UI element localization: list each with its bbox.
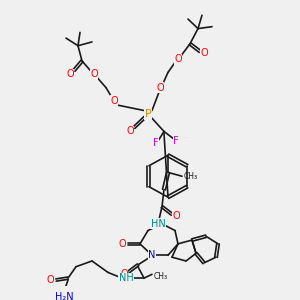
Text: O: O [120,269,128,279]
Text: O: O [46,275,54,285]
Text: O: O [90,69,98,79]
Text: CH₃: CH₃ [154,272,168,281]
Text: CH₃: CH₃ [184,172,198,181]
Text: O: O [174,54,182,64]
Text: O: O [156,82,164,93]
Text: HN: HN [151,219,165,229]
Text: O: O [126,126,134,136]
Text: NH: NH [118,273,134,283]
Text: O: O [172,211,180,221]
Text: P: P [145,109,152,119]
Text: O: O [118,239,126,249]
Text: O: O [110,96,118,106]
Text: N: N [148,250,156,260]
Text: F: F [153,138,159,148]
Text: O: O [66,69,74,79]
Text: H₂N: H₂N [55,292,73,300]
Text: F: F [173,136,179,146]
Text: O: O [200,48,208,58]
